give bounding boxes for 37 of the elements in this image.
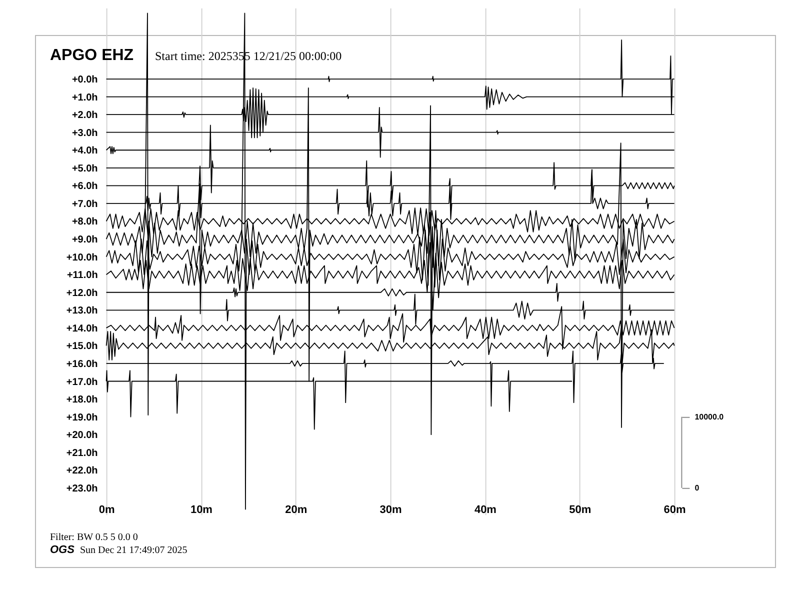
- y-tick-label: +3.0h: [72, 128, 98, 139]
- y-tick-label: +14.0h: [66, 323, 98, 334]
- y-tick-label: +0.0h: [72, 74, 98, 86]
- y-tick-label: +8.0h: [72, 216, 98, 228]
- y-tick-label: +9.0h: [72, 234, 98, 246]
- y-tick-label: +23.0h: [66, 483, 98, 494]
- x-tick-label: 40m: [474, 504, 497, 516]
- text: Filter: BW 0.5 5 0.0 0: [50, 532, 138, 543]
- y-tick-label: +16.0h: [66, 358, 98, 370]
- y-tick-label: +12.0h: [66, 288, 98, 299]
- text: Sun Dec 21 17:49:07 2025: [80, 545, 188, 556]
- y-tick-label: +10.0h: [66, 252, 98, 264]
- x-tick-label: 0m: [98, 504, 115, 516]
- x-tick-label: 20m: [285, 504, 308, 516]
- y-tick-label: +6.0h: [72, 181, 98, 192]
- y-tick-label: +5.0h: [72, 163, 98, 174]
- y-tick-label: +13.0h: [66, 306, 98, 317]
- y-tick-label: +2.0h: [72, 110, 98, 122]
- x-tick-label: 10m: [190, 504, 213, 516]
- text: OGS: [50, 544, 76, 556]
- y-tick-label: +7.0h: [72, 198, 98, 210]
- y-tick-label: +4.0h: [72, 146, 98, 157]
- x-tick-label: 30m: [380, 504, 402, 516]
- y-tick-label: +18.0h: [66, 394, 98, 406]
- y-tick-label: +11.0h: [66, 270, 98, 282]
- text: APGO EHZ: [50, 47, 134, 64]
- y-tick-label: +17.0h: [66, 376, 98, 388]
- y-tick-label: +19.0h: [66, 412, 98, 424]
- y-tick-label: +21.0h: [66, 448, 98, 459]
- y-tick-label: +20.0h: [66, 430, 98, 442]
- x-tick-label: 60m: [664, 504, 686, 516]
- x-tick-label: 50m: [569, 504, 592, 516]
- y-tick-label: +22.0h: [66, 466, 98, 477]
- y2-tick-label: 0: [694, 483, 700, 492]
- y-tick-label: +1.0h: [72, 92, 98, 104]
- y2-tick-label: 10000.0: [694, 412, 724, 422]
- y-tick-label: +15.0h: [66, 341, 98, 352]
